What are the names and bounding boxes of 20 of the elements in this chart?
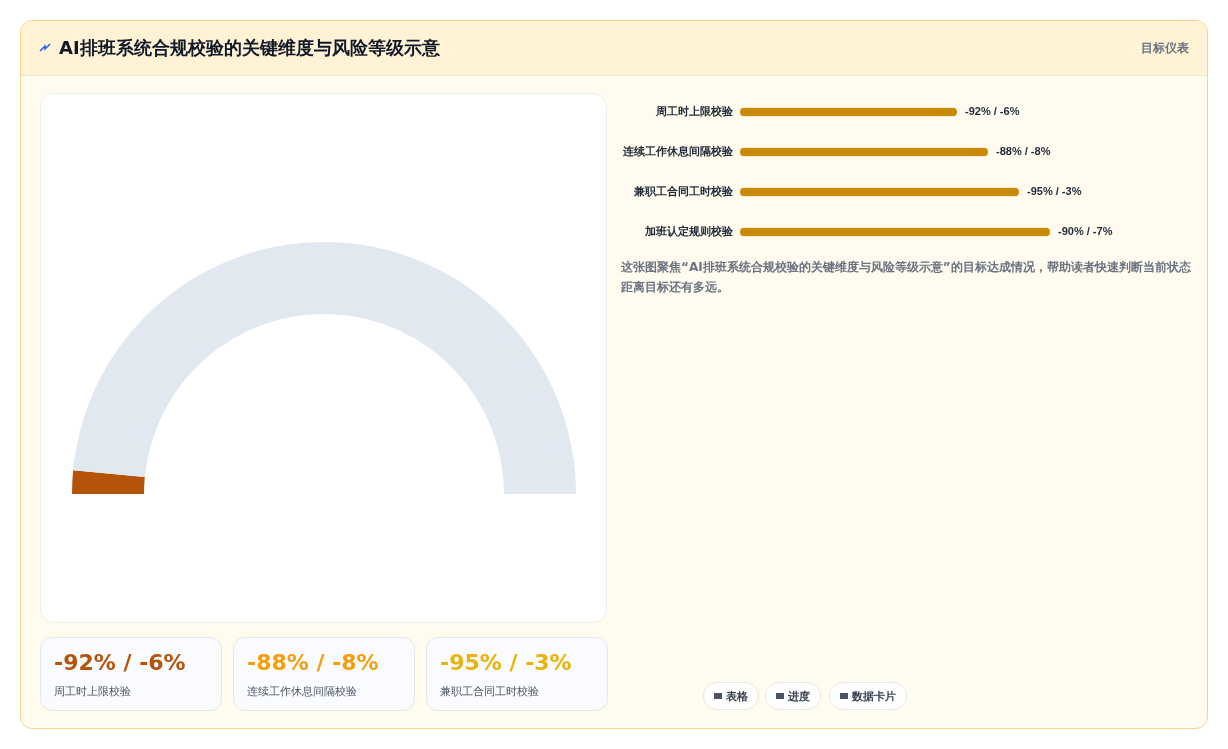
text: 周工时上限校验 (54, 684, 131, 699)
y-tick-label: 连续工作休息间隔校验 (621, 145, 734, 157)
text: 数据卡片 (852, 688, 896, 704)
y-tick-label: 周工时上限校验 (654, 105, 734, 117)
text: 连续工作休息间隔校验 (247, 684, 357, 699)
text: 进度 (788, 688, 810, 704)
y-tick-label: 兼职工合同工时校验 (632, 185, 734, 198)
text: -90% / -7% (1058, 225, 1113, 237)
y-tick-label: 加班认定规则校验 (643, 225, 734, 238)
annotation: -92% / -6% (965, 105, 1020, 117)
text: 表格 (726, 688, 748, 704)
text: -88% / -8% (247, 650, 379, 675)
text: -95% / -3% (440, 650, 572, 675)
annotation: -95% / -3% (1027, 185, 1082, 197)
text: AI排班系统合规校验的关键维度与风险等级示意 (59, 36, 440, 60)
annotation: -88% / -8% (996, 145, 1051, 157)
text: 这张图聚焦“AI排班系统合规校验的关键维度与风险等级示意”的目标达成情况，帮助读者快速判断当前状态距离目标还有多远。 (621, 259, 1191, 296)
text: -92% / -6% (54, 650, 186, 675)
text: 兼职工合同工时校验 (440, 684, 539, 699)
text: 目标仪表 (1141, 39, 1189, 57)
